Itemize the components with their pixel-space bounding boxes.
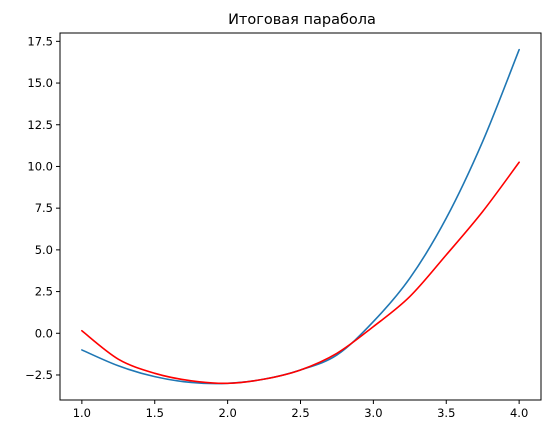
y-tick-label: 2.5: [35, 285, 53, 299]
y-tick-label: 12.5: [27, 118, 53, 132]
y-axis: −2.5 0.0 2.5 5.0 7.5 10.0 12.5 15.0 17.5: [25, 34, 60, 382]
x-tick-label: 2.5: [291, 406, 309, 420]
x-tick-label: 3.0: [364, 406, 382, 420]
x-tick-label: 2.0: [218, 406, 236, 420]
y-tick-label: 15.0: [27, 76, 53, 90]
x-tick-label: 1.5: [146, 406, 164, 420]
x-tick-label: 1.0: [73, 406, 91, 420]
x-axis: 1.0 1.5 2.0 2.5 3.0 3.5 4.0: [73, 400, 528, 420]
y-tick-label: 7.5: [35, 201, 53, 215]
plot-area: [81, 48, 520, 385]
series-line-blue: [81, 48, 520, 385]
series-line-red: [81, 161, 520, 385]
x-tick-label: 3.5: [437, 406, 455, 420]
y-tick-label: 10.0: [27, 159, 53, 173]
axes-frame: [59, 32, 542, 401]
x-tick-label: 4.0: [510, 406, 528, 420]
chart-title: Итоговая парабола: [228, 12, 376, 28]
y-tick-label: 5.0: [35, 243, 53, 257]
y-tick-label: −2.5: [25, 368, 53, 382]
y-tick-label: 17.5: [27, 34, 53, 48]
y-tick-label: 0.0: [35, 326, 53, 340]
